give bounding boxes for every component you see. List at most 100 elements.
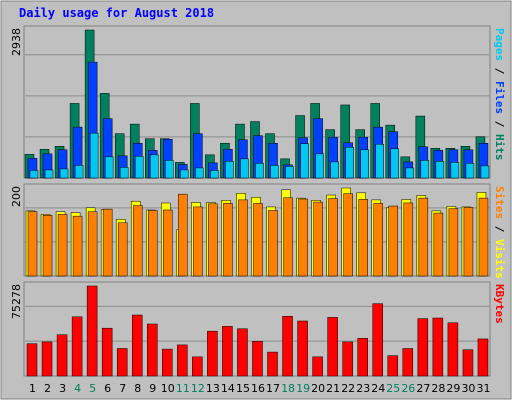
x-tick-label-day-16: 16 [251,382,265,395]
x-tick-label-day-19: 19 [296,382,310,395]
bar-pages-day-14 [225,161,234,179]
legend-part-0: Sites [493,186,506,219]
y-max-label: 2938 [10,28,23,56]
bar-sites-day-31 [478,197,489,277]
x-tick-label-day-7: 7 [119,382,126,395]
legend-part-0: KBytes [493,284,506,324]
bar-kbytes-day-31 [477,338,489,377]
x-tick-label-day-18: 18 [281,382,295,395]
bar-pages-day-13 [210,170,219,179]
bar-pages-day-30 [465,163,475,179]
bar-pages-day-2 [44,169,54,179]
bar-pages-day-24 [375,143,384,179]
bar-kbytes-day-28 [432,317,444,377]
bar-pages-day-18 [285,166,294,179]
bar-sites-day-22 [343,193,353,277]
bar-pages-day-31 [480,165,490,179]
x-tick-label-day-31: 31 [476,382,490,395]
bar-sites-day-16 [253,203,263,277]
bar-kbytes-day-30 [462,349,474,377]
bar-sites-day-27 [418,197,429,277]
x-tick-label-day-2: 2 [44,382,51,395]
bar-kbytes-day-29 [447,322,459,377]
bar-pages-day-11 [180,169,189,179]
x-tick-label-day-22: 22 [341,382,355,395]
x-tick-label-day-10: 10 [161,382,175,395]
bar-sites-day-1 [27,211,38,277]
bar-pages-day-6 [104,156,114,179]
x-tick-label-day-15: 15 [236,382,250,395]
bar-sites-day-4 [72,215,83,277]
bar-sites-day-8 [132,205,143,277]
legend-part-4: Hits [493,134,506,161]
bar-sites-day-10 [163,209,173,277]
bar-kbytes-day-12 [192,356,203,377]
bar-pages-day-1 [29,170,39,179]
bar-kbytes-day-8 [131,314,143,377]
bar-sites-day-18 [283,197,293,277]
x-tick-label-day-30: 30 [461,382,475,395]
x-tick-label-day-14: 14 [221,382,235,395]
bar-kbytes-day-10 [162,348,173,377]
bar-pages-day-10 [165,160,174,179]
bar-pages-day-3 [59,168,69,179]
bar-sites-day-20 [313,201,323,277]
x-tick-label-day-23: 23 [356,382,370,395]
bar-sites-day-12 [193,206,203,277]
bar-kbytes-day-27 [417,318,429,377]
bar-kbytes-day-21 [327,317,338,377]
bar-kbytes-day-24 [372,303,383,377]
x-tick-label-day-3: 3 [59,382,66,395]
bar-sites-day-13 [208,203,218,277]
y-max-label: 200 [10,186,23,207]
bar-sites-day-26 [403,202,414,277]
bar-kbytes-day-13 [207,330,218,377]
bar-pages-day-4 [74,165,84,179]
bar-sites-day-30 [463,207,474,277]
bar-pages-day-21 [330,161,339,179]
x-tick-label-day-12: 12 [191,382,205,395]
bar-pages-day-8 [134,156,144,179]
bar-pages-day-28 [435,161,445,179]
series-legend-label: Sites / Visits [493,186,506,279]
bar-kbytes-day-7 [116,348,128,377]
bar-sites-day-14 [223,203,233,277]
bar-pages-day-20 [315,153,324,179]
x-tick-label-day-4: 4 [74,382,81,395]
x-tick-label-day-24: 24 [371,382,385,395]
bar-pages-day-15 [240,158,249,179]
chart-title: Daily usage for August 2018 [19,6,214,20]
bar-kbytes-day-19 [297,320,308,377]
legend-part-2: Files [493,81,506,114]
bar-sites-day-19 [298,198,308,277]
legend-part-1: / [493,219,506,239]
bar-sites-day-25 [388,205,399,277]
bar-sites-day-17 [268,210,278,277]
x-axis-day-labels: 1 2 3 4 5 6 7 8 9 10 11 12 13 14 15 16 17 18 19 20 21 22 23 24 2… [29,382,490,395]
legend-part-0: Pages [493,28,506,61]
bar-sites-day-21 [328,198,338,277]
bar-sites-day-24 [373,203,383,277]
y-max-label: 75278 [10,284,23,319]
bar-kbytes-day-25 [387,355,399,377]
bar-sites-day-7 [117,222,128,277]
panel-hits-files-pages: 2938 Pages / Files / Hits [10,25,506,179]
bar-kbytes-day-9 [147,323,158,377]
bar-kbytes-day-22 [342,341,353,377]
bar-pages-day-22 [345,147,354,179]
x-tick-label-day-26: 26 [401,382,415,395]
bar-sites-day-11 [178,193,188,277]
bar-kbytes-day-6 [101,327,113,377]
panel-kbytes: 75278 KBytes [10,281,506,377]
series-legend-label: Pages / Files / Hits [493,28,506,161]
legend-part-2: Visits [493,239,506,279]
bar-sites-day-6 [102,208,113,277]
legend-part-3: / [493,114,506,134]
bar-pages-day-26 [405,167,415,179]
bar-pages-day-25 [390,148,400,179]
bar-kbytes-day-20 [312,356,323,377]
series-legend-label: KBytes [493,284,506,324]
x-tick-label-day-25: 25 [386,382,400,395]
bar-kbytes-day-11 [177,344,188,377]
